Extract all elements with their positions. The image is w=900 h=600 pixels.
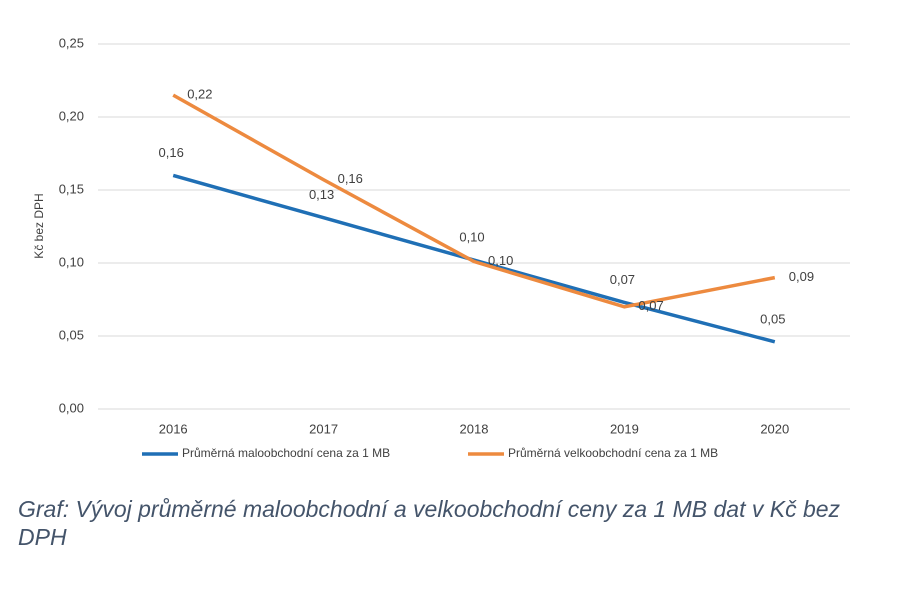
y-tick-label: 0,25	[59, 35, 84, 50]
legend-label: Průměrná velkoobchodní cena za 1 MB	[508, 446, 718, 460]
caption: Graf: Vývoj průměrné maloobchodní a velk…	[18, 496, 841, 550]
data-label: 0,13	[309, 187, 334, 202]
y-tick-label: 0,20	[59, 108, 84, 123]
data-label: 0,16	[338, 171, 363, 186]
series-line	[172, 173, 776, 344]
x-tick-label: 2017	[309, 421, 338, 436]
series-line	[172, 93, 776, 309]
data-label: 0,09	[789, 269, 814, 284]
legend-label: Průměrná maloobchodní cena za 1 MB	[182, 446, 390, 460]
data-label: 0,22	[187, 87, 212, 102]
data-label: 0,05	[760, 311, 785, 326]
x-tick-label: 2018	[460, 421, 489, 436]
y-tick-label: 0,05	[59, 327, 84, 342]
data-label: 0,10	[488, 253, 513, 268]
x-tick-label: 2019	[610, 421, 639, 436]
data-label: 0,07	[610, 272, 635, 287]
data-label: 0,07	[638, 298, 663, 313]
data-label: 0,16	[159, 145, 184, 160]
x-tick-label: 2016	[159, 421, 188, 436]
y-tick-label: 0,15	[59, 181, 84, 196]
y-tick-label: 0,00	[59, 400, 84, 415]
chart: Kč bez DPH 0,00 0,05 0,10 0,15 0,20 0,25 2016 2…	[32, 35, 850, 460]
x-tick-label: 2020	[760, 421, 789, 436]
y-axis-label: Kč bez DPH	[32, 193, 46, 258]
data-label: 0,10	[459, 230, 484, 245]
y-tick-label: 0,10	[59, 254, 84, 269]
